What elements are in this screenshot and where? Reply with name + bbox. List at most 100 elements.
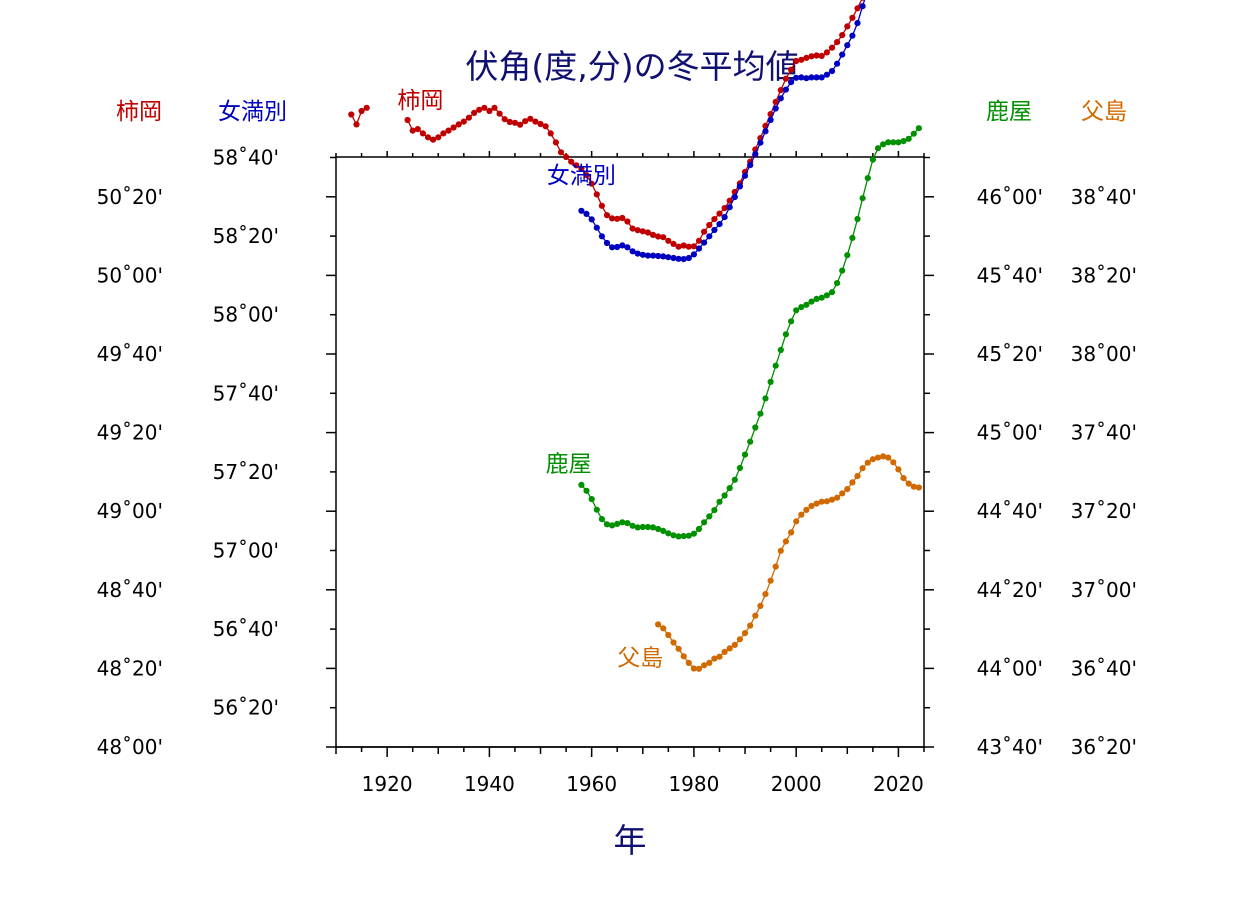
data-point — [619, 242, 626, 249]
data-point — [844, 252, 851, 259]
data-point — [721, 205, 728, 212]
data-point — [721, 492, 728, 499]
data-point — [736, 464, 744, 472]
data-point — [583, 210, 590, 217]
data-point — [772, 105, 779, 112]
data-point — [644, 229, 652, 236]
data-point — [649, 524, 657, 531]
data-point — [839, 267, 846, 274]
data-point — [834, 60, 841, 67]
data-point — [813, 500, 820, 507]
data-point — [839, 31, 846, 39]
data-point — [721, 648, 728, 656]
data-point — [849, 479, 856, 486]
y-tick-label: 56˚40' — [213, 617, 279, 641]
x-axis-label: 年 — [614, 821, 647, 860]
data-point — [808, 53, 815, 60]
data-point — [614, 215, 621, 222]
data-point — [460, 118, 467, 125]
data-point — [726, 197, 733, 204]
y-tick-label: 48˚20' — [97, 656, 163, 680]
data-point — [675, 255, 682, 262]
data-point — [834, 39, 841, 46]
data-point — [752, 424, 759, 431]
data-point — [736, 183, 744, 190]
axis-name: 父島 — [1081, 99, 1127, 125]
data-point — [424, 134, 432, 141]
data-point — [731, 193, 738, 201]
data-point — [772, 563, 779, 570]
data-point — [854, 215, 861, 223]
data-point — [905, 135, 912, 142]
data-point — [767, 577, 774, 584]
x-tick-label: 1980 — [668, 772, 719, 796]
data-point — [527, 115, 534, 122]
data-point — [619, 214, 626, 222]
data-point — [803, 75, 810, 82]
data-point — [813, 295, 820, 302]
data-point — [655, 233, 662, 240]
data-point — [772, 362, 779, 369]
data-point — [675, 243, 682, 250]
data-point — [731, 476, 738, 483]
data-point — [517, 121, 524, 128]
data-point — [440, 130, 447, 137]
data-point — [834, 280, 841, 287]
chart-title: 伏角(度,分)の冬平均値 — [465, 47, 798, 86]
data-point — [593, 224, 600, 231]
data-point — [747, 162, 754, 169]
data-point — [690, 530, 698, 537]
y-tick-label: 50˚00' — [97, 263, 163, 287]
series-line — [580, 127, 920, 538]
y-tick-label: 38˚00' — [1071, 342, 1137, 366]
y-tick-label: 44˚40' — [977, 499, 1043, 523]
y-tick-label: 49˚20' — [97, 421, 163, 445]
data-point — [844, 42, 851, 49]
data-point — [573, 162, 580, 169]
data-point — [844, 23, 851, 30]
data-point — [813, 52, 820, 59]
y-tick-label: 38˚20' — [1071, 263, 1137, 287]
data-point — [665, 530, 672, 537]
data-point — [726, 204, 733, 211]
data-point — [701, 239, 708, 246]
data-point — [782, 75, 790, 82]
data-point — [419, 130, 426, 137]
data-point — [793, 307, 800, 314]
data-point — [660, 253, 667, 260]
data-point — [655, 621, 662, 628]
data-point — [522, 118, 529, 125]
y-tick-label: 58˚00' — [213, 303, 279, 327]
data-point — [609, 522, 616, 529]
data-point — [864, 175, 871, 182]
data-point — [869, 456, 877, 463]
data-point — [741, 172, 749, 179]
data-point — [711, 226, 718, 234]
data-point — [752, 151, 759, 158]
data-point — [788, 529, 795, 536]
data-point — [680, 653, 687, 660]
x-tick-label: 1920 — [362, 772, 413, 796]
data-point — [900, 475, 907, 482]
data-point — [557, 149, 565, 156]
data-point — [803, 506, 810, 513]
data-point — [501, 116, 508, 123]
data-point — [665, 631, 672, 639]
y-tick-label: 56˚20' — [213, 696, 279, 720]
x-tick-label: 2000 — [771, 772, 822, 796]
data-point — [741, 630, 749, 637]
data-point — [803, 54, 810, 62]
data-point — [660, 527, 667, 535]
series-女満別 — [578, 0, 866, 263]
data-point — [430, 136, 437, 143]
data-point — [726, 645, 733, 652]
data-point — [711, 216, 718, 223]
data-point — [649, 231, 657, 238]
data-point — [624, 218, 631, 225]
data-point — [685, 243, 692, 250]
data-point — [634, 250, 641, 257]
data-point — [762, 591, 769, 598]
data-point — [363, 104, 370, 111]
data-point — [777, 95, 784, 102]
data-point — [655, 252, 662, 260]
